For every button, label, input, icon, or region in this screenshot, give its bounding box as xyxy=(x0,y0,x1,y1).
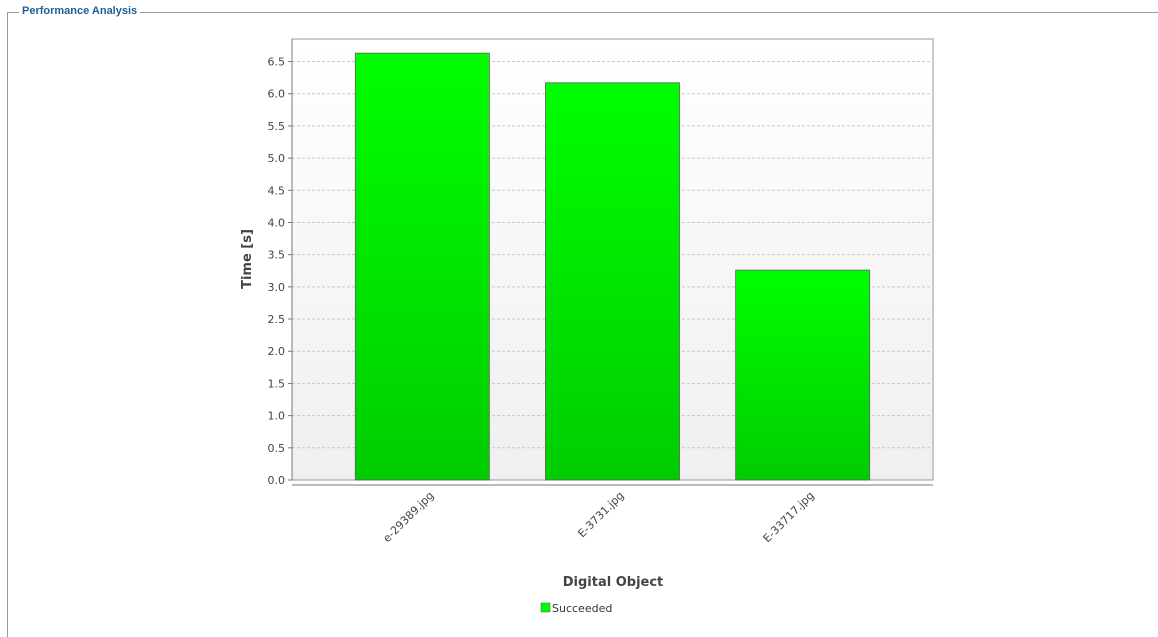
chart-legend: Succeeded xyxy=(540,602,612,615)
y-tick-label: 1.0 xyxy=(268,410,286,423)
bars xyxy=(354,52,871,481)
x-tick-label: E-3731.jpg xyxy=(575,489,626,540)
performance-analysis-panel xyxy=(7,12,1158,637)
y-tick-label: 6.5 xyxy=(268,56,286,69)
y-tick-label: 0.5 xyxy=(268,442,286,455)
y-tick-label: 4.0 xyxy=(268,216,286,229)
y-tick-label: 1.5 xyxy=(268,377,286,390)
y-tick-label: 3.5 xyxy=(268,249,286,262)
y-tick-label: 5.5 xyxy=(268,120,286,133)
x-tick-label: E-33717.jpg xyxy=(761,489,817,545)
y-tick-label: 2.0 xyxy=(268,345,286,358)
x-axis-title: Digital Object xyxy=(563,575,664,590)
panel-title: Performance Analysis xyxy=(19,4,141,18)
legend-swatch xyxy=(540,602,551,613)
y-tick-label: 5.0 xyxy=(268,152,286,165)
bar-E-3731.jpg xyxy=(545,82,680,481)
y-tick-label: 2.5 xyxy=(268,313,286,326)
y-axis-title: Time [s] xyxy=(240,229,255,289)
y-tick-labels: 0.0 0.5 1.0 1.5 2.0 2.5 3.0 3.5 4.0 4.5 5.0 5.5 6.0 6… xyxy=(268,56,292,487)
y-tick-label: 6.0 xyxy=(268,88,286,101)
y-tick-label: 4.5 xyxy=(268,184,286,197)
x-tick-labels: e-29389.jpg E-3731.jpg E-33717.jpg xyxy=(380,489,816,545)
y-tick-label: 3.0 xyxy=(268,281,286,294)
y-tick-label: 0.0 xyxy=(268,474,286,487)
bar-e-29389.jpg xyxy=(354,52,490,481)
bar-E-33717.jpg xyxy=(735,269,871,481)
legend-label: Succeeded xyxy=(552,602,612,615)
x-tick-label: e-29389.jpg xyxy=(380,489,436,545)
